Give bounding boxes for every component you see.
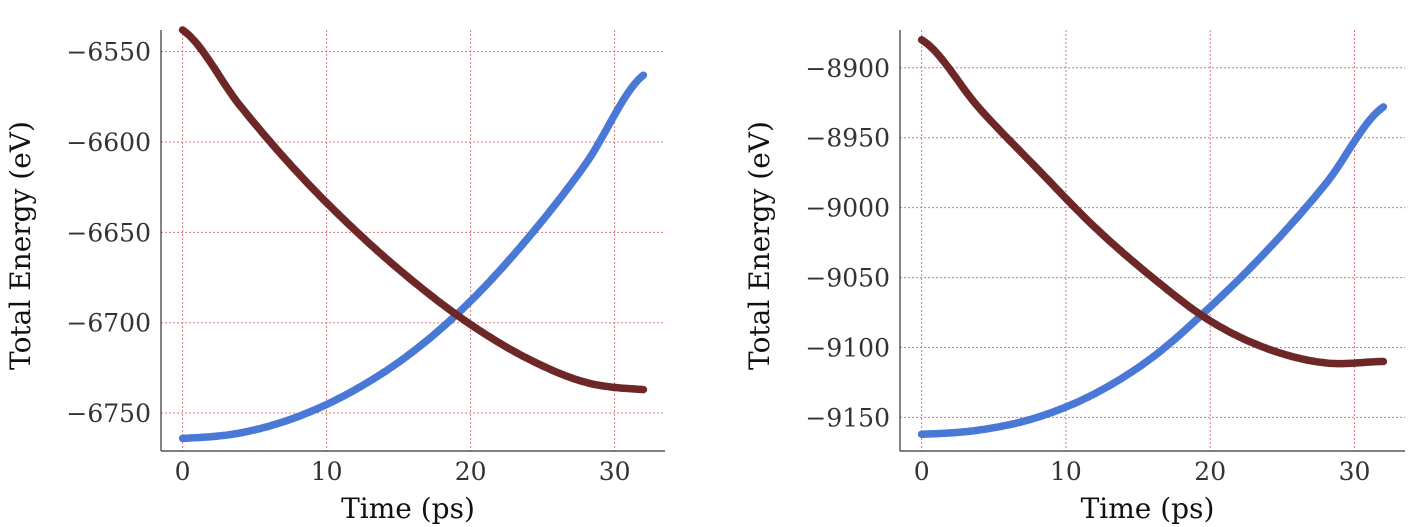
- x-tick-label: 0: [175, 457, 191, 486]
- y-tick-label: −6550: [66, 38, 151, 67]
- y-tick-label: −9150: [805, 403, 890, 432]
- y-axis-label: Total Energy (eV): [4, 121, 37, 370]
- series-line-blue: [178, 71, 648, 443]
- y-tick-label: −6600: [66, 128, 151, 157]
- y-tick-label: −8900: [805, 54, 890, 83]
- y-tick-label: −6700: [66, 309, 151, 338]
- series-line-dark-red: [917, 36, 1388, 368]
- y-tick-label: −9100: [805, 333, 890, 362]
- y-tick-label: −8950: [805, 124, 890, 153]
- x-tick-label: 10: [311, 457, 343, 486]
- y-tick-label: −9050: [805, 264, 890, 293]
- y-tick-label: −6750: [66, 399, 151, 428]
- x-tick-label: 30: [599, 457, 631, 486]
- x-axis-label: Time (ps): [341, 492, 475, 525]
- x-tick-label: 20: [455, 457, 487, 486]
- x-tick-label: 10: [1050, 457, 1082, 486]
- y-tick-label: −9000: [805, 194, 890, 223]
- y-axis-label: Total Energy (eV): [743, 121, 776, 370]
- x-axis-label: Time (ps): [1081, 492, 1215, 525]
- x-tick-label: 0: [914, 457, 930, 486]
- x-tick-label: 20: [1194, 457, 1226, 486]
- series-line-dark-red: [178, 26, 648, 394]
- y-tick-label: −6650: [66, 218, 151, 247]
- right-energy-chart: 0 10 20 30 −8900 −8950 −9000 −9050 −9100 −9150 Tim…: [743, 30, 1405, 525]
- series-line-blue: [917, 103, 1388, 438]
- x-tick-label: 30: [1339, 457, 1371, 486]
- left-energy-chart: 0 10 20 30 −6550 −6600 −6650 −6700 −6750 Time (ps…: [4, 26, 665, 525]
